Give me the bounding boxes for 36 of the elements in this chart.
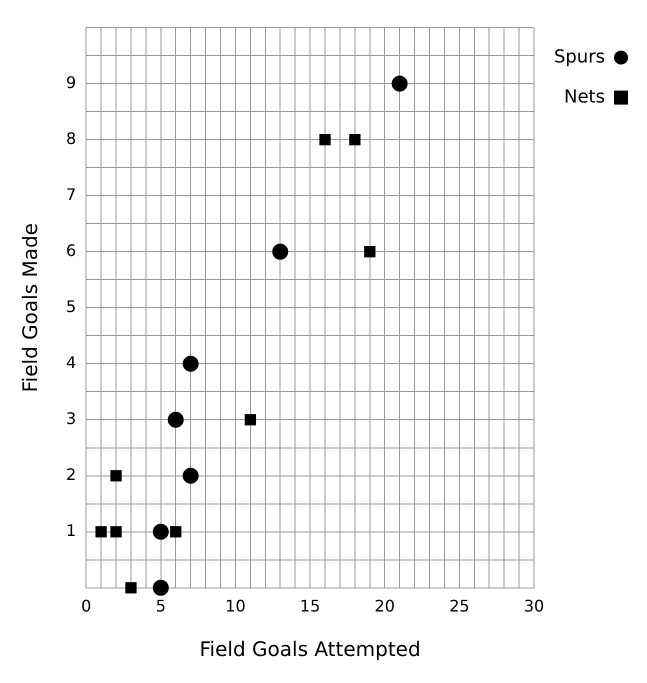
point (152, 580, 169, 596)
point (95, 526, 107, 538)
y-tick-label: 1 (66, 520, 76, 540)
point (170, 526, 182, 538)
x-tick-label: 10 (225, 596, 246, 616)
x-tick-label: 0 (81, 596, 92, 616)
point (244, 414, 256, 426)
x-tick-label: 5 (156, 596, 166, 616)
point (168, 412, 184, 428)
point (110, 470, 122, 482)
point (349, 134, 361, 146)
point (125, 582, 137, 594)
point (182, 356, 199, 372)
point (152, 524, 169, 540)
y-tick-label: 4 (66, 352, 76, 372)
x-tick-label: 15 (300, 596, 320, 616)
x-tick-label: 20 (374, 596, 395, 616)
y-tick-label: 7 (66, 184, 76, 204)
legend-label: Spurs (554, 46, 605, 68)
y-tick-label: 9 (66, 72, 76, 92)
point (364, 246, 376, 258)
point (392, 76, 408, 92)
x-tick-label: 30 (524, 596, 544, 616)
x-tick-label: 25 (449, 596, 470, 616)
y-tick-label: 3 (66, 408, 76, 428)
point (110, 526, 122, 538)
y-tick-label: 2 (66, 464, 76, 484)
point (319, 134, 331, 146)
point (272, 244, 288, 260)
y-tick-label: 6 (66, 240, 76, 260)
legend-label: Nets (564, 86, 605, 108)
y-axis-title: Field Goals Made (18, 223, 42, 392)
x-axis-title: Field Goals Attempted (199, 637, 421, 662)
y-tick-label: 5 (66, 296, 76, 316)
point (182, 468, 199, 484)
y-tick-label: 8 (66, 128, 76, 148)
